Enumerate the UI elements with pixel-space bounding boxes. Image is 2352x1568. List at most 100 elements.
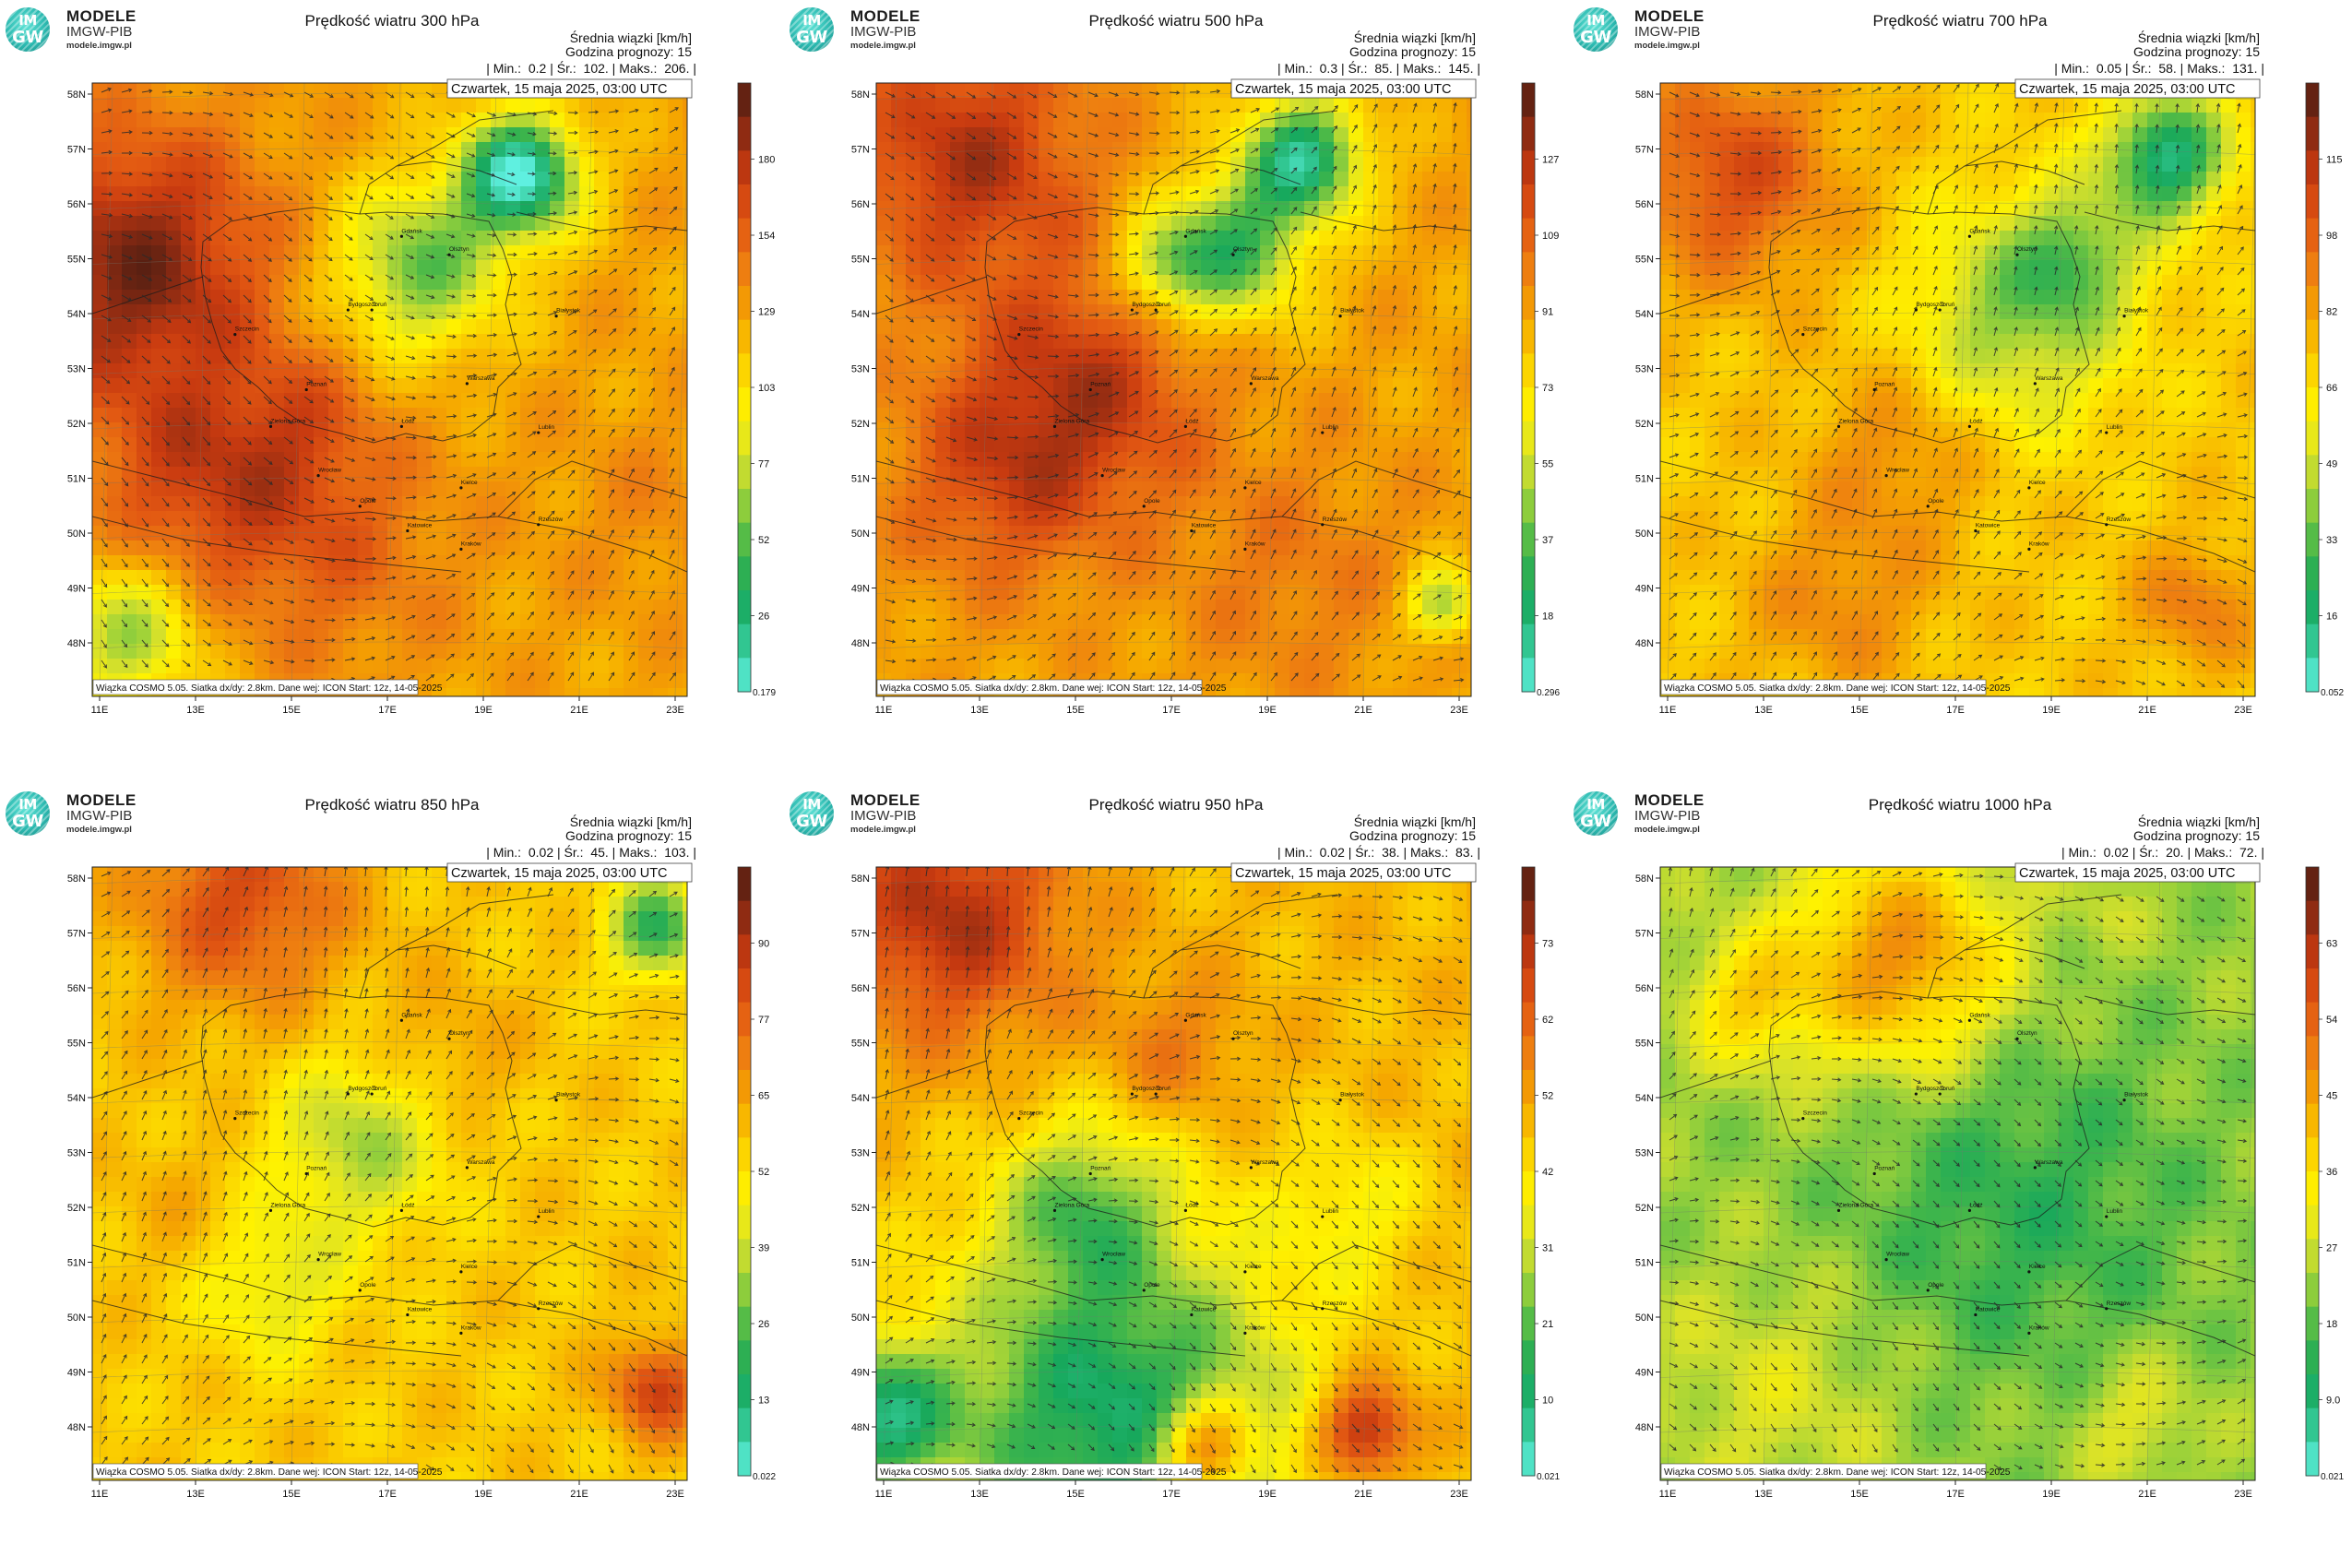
colorbar-tick-label: 129 [758, 307, 775, 318]
info-unit: Średnia wiązki [km/h] [1353, 30, 1476, 45]
panel-info: Średnia wiązki [km/h] Godzina prognozy: 1… [2133, 31, 2260, 59]
city-label: Toruń [372, 1086, 387, 1092]
city-marker [304, 387, 308, 392]
panel-stats: | Min.: 0.02 | Śr.: 38. | Maks.: 83. | [1277, 845, 1480, 860]
longitude-label: 21E [570, 705, 588, 716]
city-label: Lublin [539, 1208, 555, 1215]
wind-vectors [1669, 83, 2249, 689]
info-unit: Średnia wiązki [km/h] [569, 814, 692, 829]
city-label: Zielona Góra [271, 1202, 306, 1208]
logo-url: modele.imgw.pl [66, 41, 132, 51]
city-label: Olsztyn [1233, 1030, 1253, 1037]
latitude-label: 48N [1635, 638, 1654, 649]
colorbar-tick-label: 18 [2326, 1319, 2337, 1330]
city-label: Wrocław [1102, 1252, 1125, 1258]
colorbar-tick-label: 45 [2326, 1091, 2337, 1102]
latitude-label: 53N [851, 1148, 870, 1159]
city-label: Bydgoszcz [348, 302, 376, 308]
city-label: Gdańsk [1185, 228, 1206, 234]
city-label: Olsztyn [449, 246, 469, 253]
latitude-label: 52N [67, 1203, 86, 1214]
city-label: Gdańsk [1969, 1012, 1990, 1018]
stat-min: 0.02 [2103, 845, 2129, 860]
colorbar-tick-label: 21 [1542, 1319, 1553, 1330]
colorbar-min-label: 0.022 [753, 1472, 776, 1482]
stat-avg: 45. [590, 845, 609, 860]
wind-field: Gdańsk Olsztyn Białystok Szczecin BydgoszczT… [92, 867, 687, 1480]
city-label: Łódź [1185, 1202, 1198, 1208]
colorbar-tick-label: 36 [2326, 1167, 2337, 1178]
city-marker [1052, 424, 1057, 428]
colorbar-min-label: 0.021 [2321, 1472, 2344, 1482]
city-marker [233, 333, 237, 337]
stat-max: 72. [2239, 845, 2258, 860]
colorbar-tick-label: 42 [1542, 1167, 1553, 1178]
model-info-footer: Wiązka COSMO 5.05. Siatka dx/dy: 2.8km. … [876, 679, 1227, 695]
panel-info: Średnia wiązki [km/h] Godzina prognozy: 1… [565, 815, 692, 843]
logo-mark-top: IM [802, 12, 821, 29]
info-forecast-hour: Godzina prognozy: 15 [2133, 44, 2260, 59]
city-marker [1017, 1117, 1021, 1121]
city-marker [1338, 1099, 1342, 1102]
city-marker [1183, 1208, 1187, 1212]
city-marker [1884, 474, 1888, 478]
longitude-label: 15E [282, 1489, 301, 1500]
city-label: Szczecin [1019, 1111, 1043, 1117]
latitude-label: 52N [1635, 1203, 1654, 1214]
wind-speed-map: Gdańsk Olsztyn Białystok Szczecin BydgoszczT… [851, 78, 1560, 716]
longitude-label: 19E [2042, 1489, 2061, 1500]
city-marker [1974, 529, 1978, 533]
city-marker [316, 1258, 320, 1262]
city-marker [1836, 1208, 1841, 1212]
latitude-label: 53N [1635, 364, 1654, 375]
city-label: Rzeszów [1323, 1301, 1348, 1307]
longitude-label: 11E [91, 705, 109, 716]
latitude-label: 53N [1635, 1148, 1654, 1159]
colorbar-tick-label: 65 [758, 1091, 769, 1102]
latitude-label: 54N [1635, 1093, 1654, 1104]
latitude-label: 55N [851, 1039, 870, 1050]
city-label: Zielona Góra [1839, 418, 1874, 424]
city-label: Kielce [461, 1264, 478, 1270]
imgw-logo-icon: IM GW [790, 791, 834, 836]
city-label: Zielona Góra [1055, 418, 1090, 424]
city-marker [1183, 234, 1187, 238]
latitude-label: 51N [1635, 1258, 1654, 1269]
city-label: Olsztyn [2017, 246, 2037, 253]
latitude-label: 51N [851, 474, 870, 485]
city-label: Opole [1144, 1282, 1160, 1289]
city-label: Opole [360, 1282, 376, 1289]
latitude-label: 50N [851, 529, 870, 540]
latitude-label: 54N [67, 309, 86, 320]
city-label: Łódź [1969, 418, 1982, 424]
city-marker [346, 308, 350, 312]
model-info-footer: Wiązka COSMO 5.05. Siatka dx/dy: 2.8km. … [876, 1463, 1227, 1479]
city-marker [1243, 1270, 1247, 1274]
city-label: Warszawa [1251, 1159, 1278, 1166]
city-label: Kraków [461, 540, 481, 547]
city-marker [1142, 1289, 1146, 1292]
longitude-label: 19E [474, 705, 493, 716]
panel-stats: | Min.: 0.02 | Śr.: 20. | Maks.: 72. | [2061, 845, 2264, 860]
latitude-label: 56N [851, 199, 870, 210]
model-info-text: Wiązka COSMO 5.05. Siatka dx/dy: 2.8km. … [1664, 1467, 2011, 1478]
logo-subtitle: IMGW-PIB [66, 808, 133, 824]
city-marker [1938, 1092, 1942, 1096]
city-label: Katowice [1192, 522, 1217, 529]
logo-title: MODELE [850, 791, 921, 809]
imgw-logo-icon: IM GW [1574, 7, 1618, 52]
city-marker [2122, 1099, 2126, 1102]
city-label: Lublin [2107, 1208, 2123, 1215]
panel-title: Prędkość wiatru 700 hPa [1872, 12, 2048, 30]
city-label: Toruń [1156, 302, 1171, 308]
city-marker [1130, 308, 1134, 312]
logo-mark-bottom: GW [1580, 812, 1611, 831]
info-forecast-hour: Godzina prognozy: 15 [1349, 44, 1476, 59]
latitude-label: 49N [851, 584, 870, 595]
city-marker [1338, 315, 1342, 318]
city-marker [370, 308, 374, 312]
panel-title: Prędkość wiatru 300 hPa [304, 12, 480, 30]
colorbar-tick-label: 90 [758, 939, 769, 950]
colorbar-tick-label: 9.0 [2326, 1396, 2340, 1407]
city-label: Kielce [461, 480, 478, 486]
